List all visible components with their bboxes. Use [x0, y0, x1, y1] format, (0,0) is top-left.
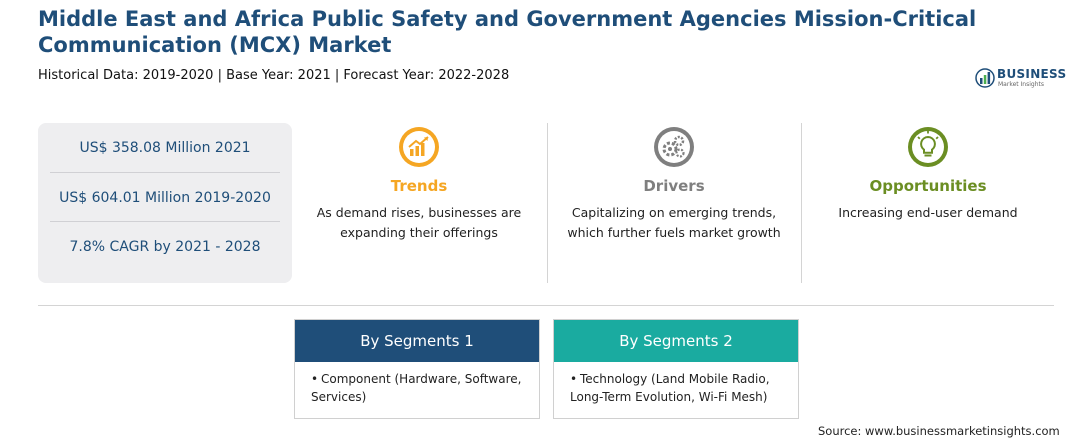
drivers-description: Capitalizing on emerging trends, which f… — [567, 205, 781, 240]
segment-card-2: By Segments 2 • Technology (Land Mobile R… — [553, 319, 799, 419]
gears-icon — [654, 127, 694, 167]
drivers-column: Drivers Capitalizing on emerging trends,… — [559, 125, 789, 243]
column-divider — [547, 123, 548, 283]
column-divider — [801, 123, 802, 283]
brand-logo: BUSINESS Market Insights — [975, 66, 1067, 90]
segment-card-1: By Segments 1 • Component (Hardware, Soft… — [294, 319, 540, 419]
section-divider — [38, 305, 1054, 306]
bullet-marker: • — [570, 372, 578, 386]
logo-tagline: Market Insights — [998, 81, 1044, 88]
stat-market-size-2021: US$ 358.08 Million 2021 — [79, 140, 251, 156]
segment-2-list: • Technology (Land Mobile Radio, Long-Ter… — [554, 362, 798, 406]
bar-chart-globe-icon — [975, 68, 995, 88]
source-credit: Source: www.businessmarketinsights.com — [818, 424, 1060, 438]
segment-2-title: By Segments 2 — [554, 320, 798, 362]
key-stats-panel: US$ 358.08 Million 2021 US$ 604.01 Milli… — [38, 123, 292, 283]
opportunities-label: Opportunities — [869, 177, 987, 195]
page-title: Middle East and Africa Public Safety and… — [38, 7, 977, 57]
segment-1-title: By Segments 1 — [295, 320, 539, 362]
trends-description: As demand rises, businesses are expandin… — [316, 205, 522, 240]
trends-label: Trends — [390, 177, 448, 195]
segment-1-item: Component (Hardware, Software, Services) — [311, 372, 522, 404]
stat-cagr: 7.8% CAGR by 2021 - 2028 — [69, 239, 261, 255]
lightbulb-icon — [908, 127, 948, 167]
opportunities-description: Increasing end-user demand — [838, 205, 1018, 220]
segment-2-item: Technology (Land Mobile Radio, Long-Term… — [570, 372, 770, 404]
trends-column: Trends As demand rises, businesses are e… — [304, 125, 534, 243]
opportunities-column: Opportunities Increasing end-user demand — [813, 125, 1043, 223]
segment-1-list: • Component (Hardware, Software, Services… — [295, 362, 539, 406]
stat-market-size-historical: US$ 604.01 Million 2019-2020 — [59, 190, 271, 206]
page-subtitle: Historical Data: 2019-2020 | Base Year: … — [38, 68, 510, 83]
trend-chart-icon — [399, 127, 439, 167]
bullet-marker: • — [311, 372, 319, 386]
drivers-label: Drivers — [643, 177, 705, 195]
logo-name: BUSINESS — [997, 67, 1067, 81]
stat-divider — [50, 221, 280, 222]
stat-divider — [50, 172, 280, 173]
